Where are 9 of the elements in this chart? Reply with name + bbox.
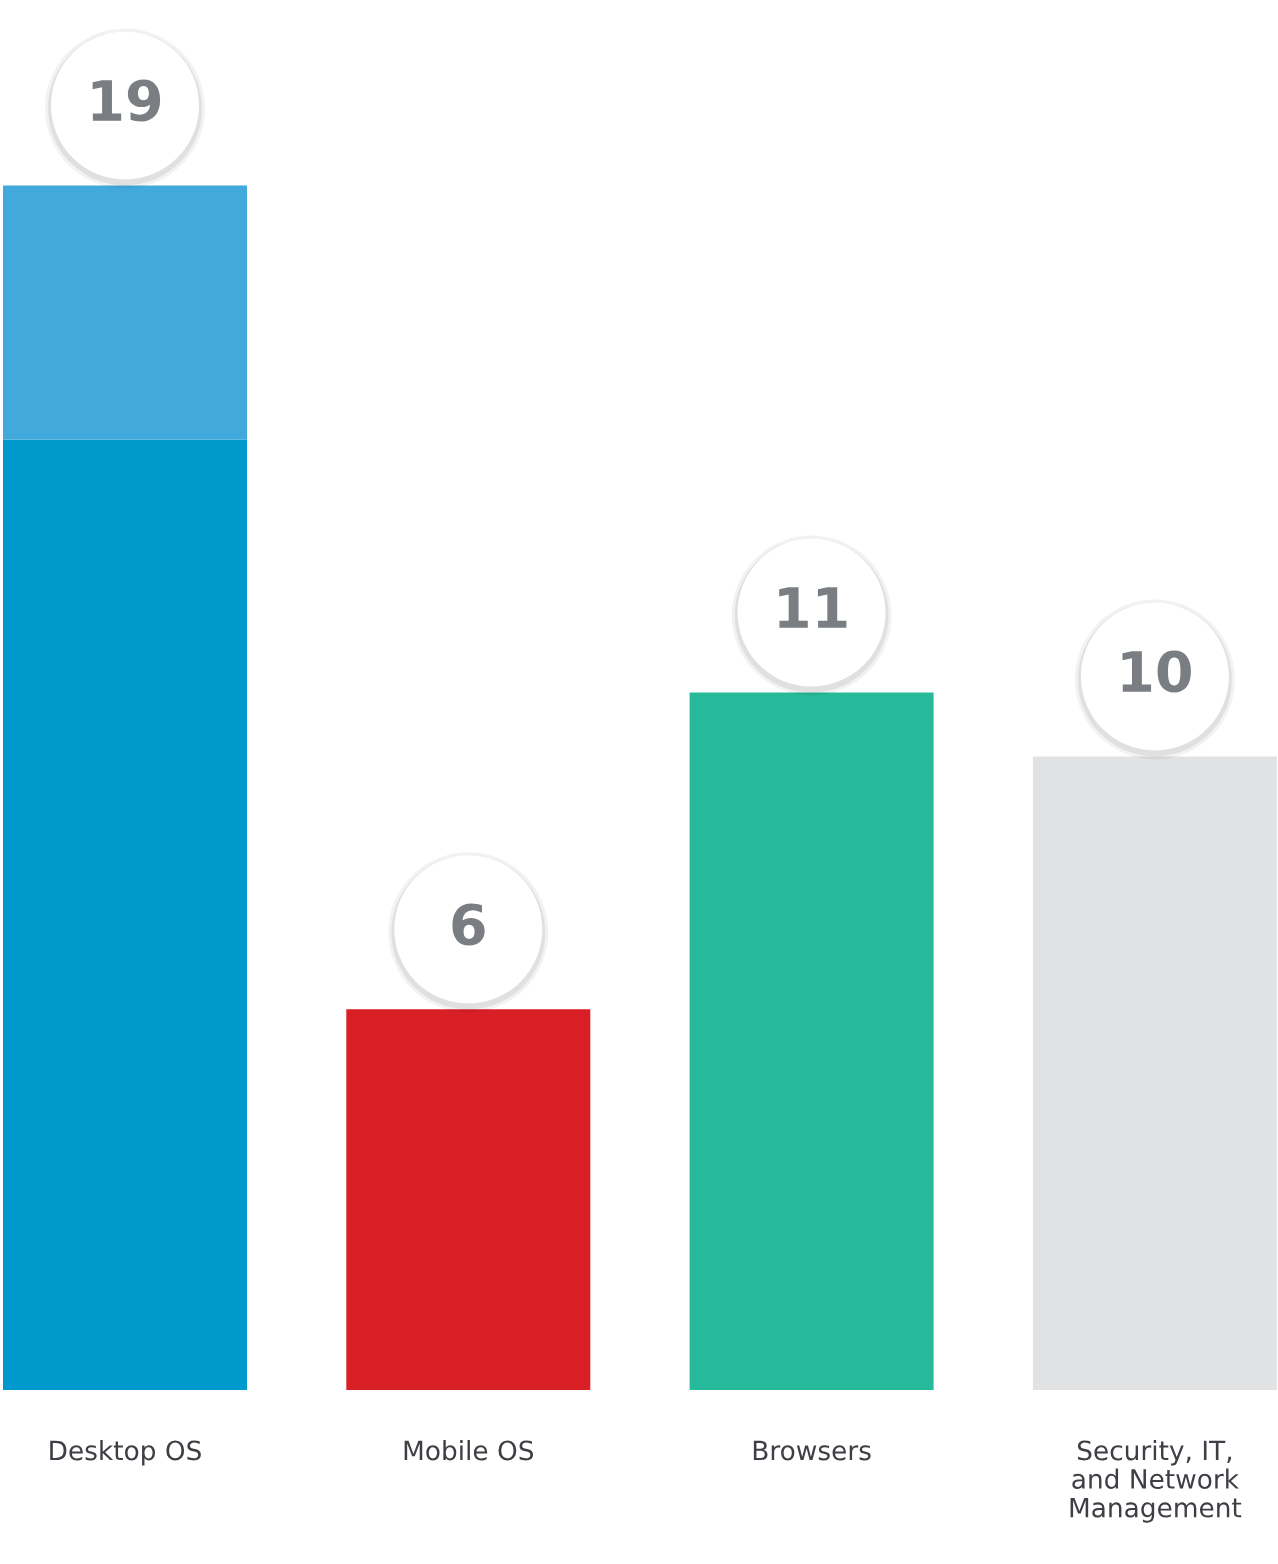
annotation: 6 bbox=[452, 903, 485, 946]
x-tick-label: Mobile OS bbox=[404, 1440, 534, 1461]
annotation: 10 bbox=[1122, 650, 1191, 693]
x-tick-label: Desktop OS bbox=[50, 1440, 201, 1466]
x-tick-label: Browsers bbox=[753, 1440, 871, 1461]
bar bbox=[3, 439, 247, 1390]
annotation: 19 bbox=[92, 79, 161, 122]
annotation: 11 bbox=[779, 587, 847, 628]
x-tick-label: Security, IT, and Network Management bbox=[1070, 1440, 1242, 1523]
